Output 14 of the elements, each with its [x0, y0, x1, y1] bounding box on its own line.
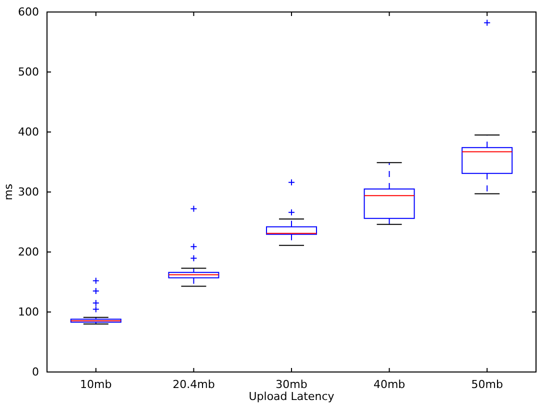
x-tick-label: 20.4mb: [172, 378, 215, 391]
y-tick-label: 100: [18, 306, 39, 319]
x-tick-label: 30mb: [276, 378, 308, 391]
x-tick-label: 50mb: [471, 378, 503, 391]
y-tick-label: 500: [18, 66, 39, 79]
y-tick-label: 600: [18, 6, 39, 19]
y-tick-label: 200: [18, 246, 39, 259]
x-axis-title: Upload Latency: [248, 390, 335, 403]
y-axis-title: ms: [2, 184, 15, 200]
y-tick-label: 400: [18, 126, 39, 139]
x-tick-label: 10mb: [80, 378, 112, 391]
y-tick-label: 0: [32, 366, 39, 379]
y-tick-label: 300: [18, 186, 39, 199]
x-tick-label: 40mb: [373, 378, 406, 391]
